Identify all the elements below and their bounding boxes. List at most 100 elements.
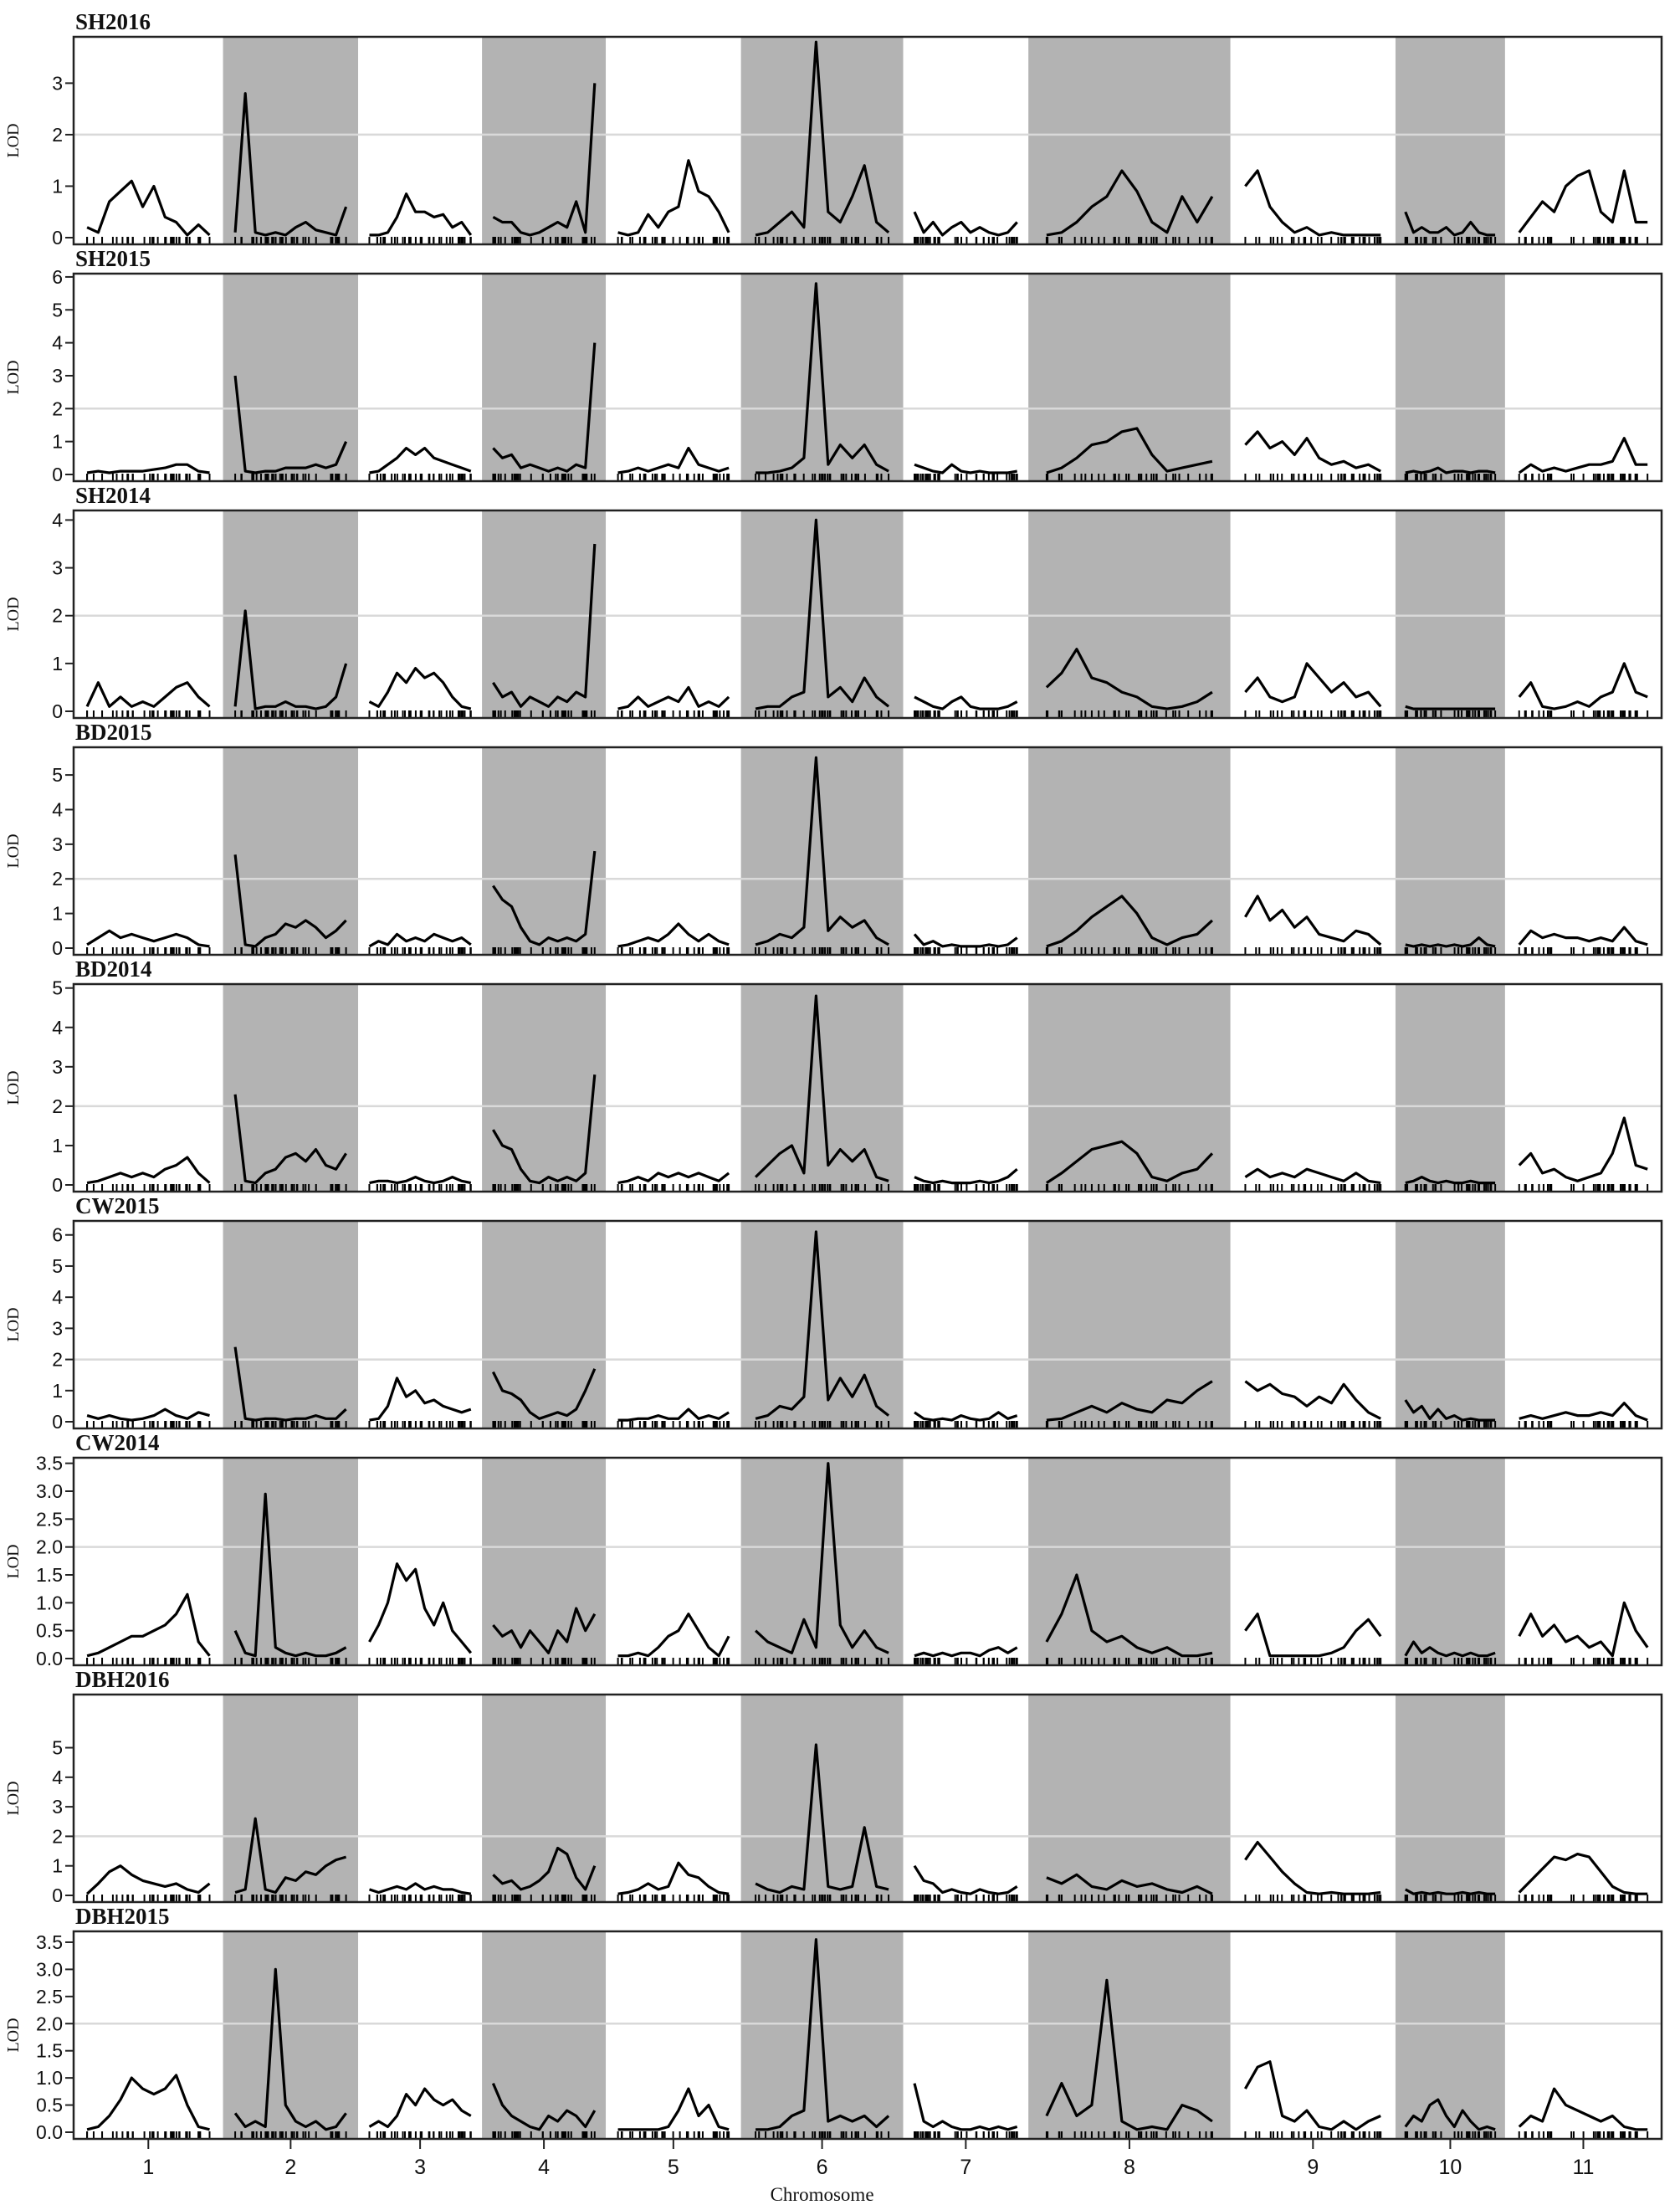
lod-curve-chr11 <box>1518 1601 1649 1658</box>
chromosome-band-7 <box>903 1931 1029 2139</box>
chromosome-band-10 <box>1395 510 1505 718</box>
chromosome-band-11 <box>1504 1695 1662 1902</box>
y-tick-label: 1.0 <box>36 1592 63 1613</box>
chromosome-band-1 <box>74 1695 223 1902</box>
chromosome-band-10 <box>1395 1695 1505 1902</box>
y-tick-label: 5 <box>52 764 63 786</box>
panel-DBH2015: DBH2015 0.0 0.5 1.0 1.5 2.0 2.5 3.0 3.5 LOD <box>4 1904 1663 2143</box>
panel-SH2016: SH2016 0 1 2 3 LOD <box>4 9 1663 249</box>
y-tick-label: 3 <box>52 1056 63 1078</box>
panel-title: BD2015 <box>75 720 152 745</box>
x-tick-label-chr3: 3 <box>414 2156 426 2179</box>
chromosome-band-5 <box>606 1695 741 1902</box>
lod-curve-chr11 <box>1518 926 1648 946</box>
lod-curve-chr11 <box>1518 662 1648 710</box>
lod-curve-chr8 <box>1045 1978 1213 2131</box>
lod-curve-chr11 <box>1518 1116 1648 1182</box>
lod-curve-chr10 <box>1404 1640 1496 1658</box>
chromosome-band-2 <box>223 1695 359 1902</box>
y-tick-label: 2.0 <box>36 1536 63 1558</box>
y-tick-label: 0.5 <box>36 1620 63 1642</box>
y-tick-label: 6 <box>52 1224 63 1246</box>
chromosome-band-8 <box>1028 1221 1231 1428</box>
lod-curve-chr9 <box>1244 169 1381 237</box>
y-tick-label: 2.0 <box>36 2013 63 2034</box>
y-axis-label: LOD <box>4 1781 23 1815</box>
lod-curve-chr11 <box>1518 437 1648 474</box>
lod-curve-chr6 <box>755 282 889 474</box>
lod-curve-chr4 <box>491 2082 597 2131</box>
y-axis-label: LOD <box>4 1544 23 1578</box>
panel-frame <box>72 1219 1663 1430</box>
chromosome-band-1 <box>74 1221 223 1428</box>
chromosome-band-9 <box>1230 1458 1396 1665</box>
chromosome-band-3 <box>358 1221 483 1428</box>
lod-curve-chr3 <box>369 446 472 474</box>
panel-frame <box>72 746 1663 956</box>
lod-curve-chr10 <box>1405 1888 1496 1895</box>
lod-curve-chr7 <box>914 1646 1018 1658</box>
chromosome-band-4 <box>482 274 607 481</box>
y-tick-label: 3 <box>52 833 63 855</box>
chromosome-band-11 <box>1504 37 1662 244</box>
panel-title: SH2016 <box>75 9 151 34</box>
x-tick-label-chr1: 1 <box>142 2156 154 2179</box>
chromosome-band-4 <box>482 747 607 955</box>
panel-title: SH2015 <box>75 246 151 271</box>
chromosome-band-1 <box>74 1458 223 1665</box>
panels: SH2016 0 1 2 3 LOD SH2015 0 1 2 3 4 5 6 LOD SH2014 0 1 2 3 4… <box>4 9 1663 2143</box>
lod-curve-chr4 <box>492 1074 597 1185</box>
chromosome-band-5 <box>606 1931 741 2139</box>
panel-DBH2016: DBH2016 0 1 2 3 4 5 LOD <box>4 1667 1663 1906</box>
lod-curve-chr3 <box>369 1377 472 1422</box>
chromosome-band-5 <box>606 274 741 481</box>
y-tick-label: 1 <box>52 1135 63 1156</box>
chromosome-band-1 <box>74 1931 223 2139</box>
y-tick-label: 3 <box>52 1796 63 1818</box>
lod-curve-chr5 <box>617 1613 730 1658</box>
lod-curve-chr10 <box>1405 936 1496 948</box>
x-tick-label-chr11: 11 <box>1572 2156 1594 2179</box>
lod-curve-chr2 <box>233 1094 347 1185</box>
y-tick-label: 4 <box>52 1767 63 1788</box>
chromosome-band-9 <box>1230 1931 1396 2139</box>
lod-curve-chr8 <box>1046 169 1214 237</box>
chromosome-band-5 <box>606 510 741 718</box>
y-tick-label: 5 <box>52 1737 63 1759</box>
chromosome-band-5 <box>606 747 741 955</box>
chromosome-band-2 <box>223 1458 359 1665</box>
chromosome-band-8 <box>1028 1458 1231 1665</box>
panel-frame <box>72 1456 1663 1667</box>
chromosome-band-8 <box>1028 510 1231 718</box>
lod-curve-chr3 <box>368 932 472 948</box>
panel-CW2014: CW2014 0.0 0.5 1.0 1.5 2.0 2.5 3.0 3.5 LOD <box>4 1430 1663 1669</box>
lod-curve-chr3 <box>369 192 473 237</box>
chromosome-band-10 <box>1395 984 1505 1192</box>
chromosome-band-7 <box>903 37 1029 244</box>
y-axis-label: LOD <box>4 123 23 157</box>
lod-curve-chr7 <box>914 1167 1018 1185</box>
chromosome-band-7 <box>903 1458 1029 1665</box>
lod-curve-chr8 <box>1046 895 1213 948</box>
x-tick-label-chr5: 5 <box>668 2156 679 2179</box>
chromosome-band-4 <box>482 1931 607 2139</box>
y-tick-label: 0 <box>52 464 63 485</box>
chromosome-band-9 <box>1230 1695 1396 1902</box>
chromosome-band-11 <box>1504 984 1662 1192</box>
y-tick-label: 1.5 <box>36 1564 63 1586</box>
chromosome-band-3 <box>358 747 483 955</box>
y-tick-label: 2 <box>52 1825 63 1847</box>
chromosome-band-8 <box>1028 37 1231 244</box>
panel-CW2015: CW2015 0 1 2 3 4 5 6 LOD <box>4 1193 1663 1433</box>
lod-curve-chr10 <box>1405 466 1496 474</box>
chromosome-band-7 <box>903 984 1029 1192</box>
lod-curve-chr4 <box>492 1846 597 1891</box>
chromosome-band-11 <box>1504 1931 1662 2139</box>
chromosome-band-7 <box>903 747 1029 955</box>
lod-curve-chr5 <box>617 922 730 948</box>
lod-curve-chr3 <box>368 1562 473 1654</box>
y-tick-label: 1 <box>52 175 63 197</box>
chromosome-band-1 <box>74 984 223 1192</box>
lod-curve-chr9 <box>1244 1380 1381 1420</box>
y-axis-label: LOD <box>4 1307 23 1341</box>
